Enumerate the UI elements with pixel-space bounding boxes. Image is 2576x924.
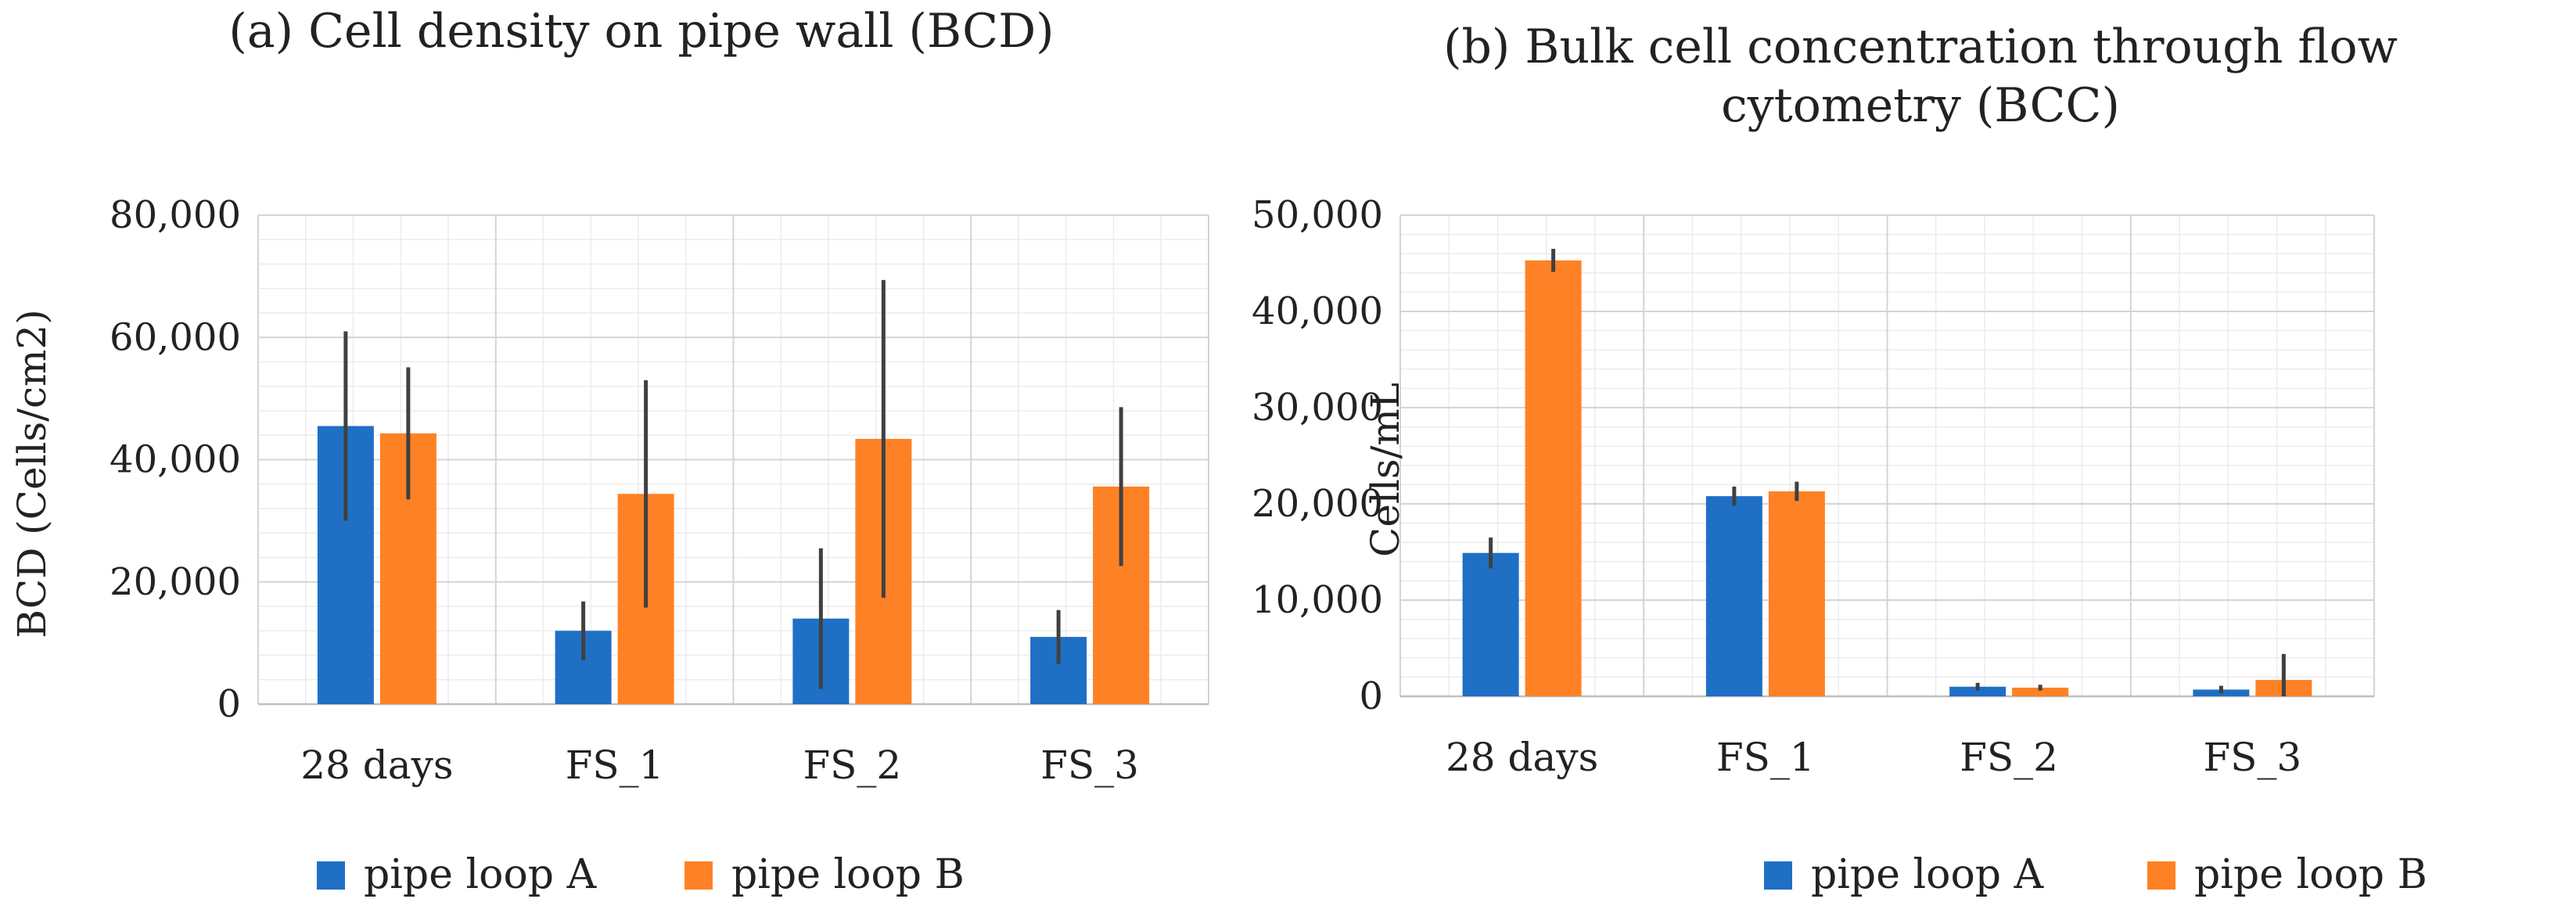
chart-b-legend-swatch-1	[1764, 861, 1792, 890]
chart-b-x-tick-label: FS_3	[2203, 735, 2301, 780]
chart-b-bar-pipe-loop-B-FS_2	[2012, 687, 2069, 696]
chart-b-y-tick-label: 10,000	[1252, 578, 1383, 622]
chart-a-title-line-1: (a) Cell density on pipe wall (BCD)	[228, 4, 1054, 59]
chart-b-legend-label-2: pipe loop B	[2194, 851, 2427, 898]
chart-a-legend-label-1: pipe loop A	[364, 851, 598, 898]
chart-b-y-axis-label: Cells/mL	[1363, 383, 1408, 557]
chart-b-y-tick-label: 50,000	[1252, 193, 1383, 237]
chart-a-y-tick-label: 0	[217, 682, 241, 726]
chart-a-y-tick-label: 40,000	[110, 438, 241, 482]
chart-a-legend-swatch-2	[684, 861, 713, 890]
chart-b-legend-label-1: pipe loop A	[1811, 851, 2045, 898]
chart-b-y-tick-label: 40,000	[1252, 289, 1383, 333]
chart-a-legend-label-2: pipe loop B	[731, 851, 965, 898]
chart-b-y-tick-label: 0	[1359, 674, 1383, 718]
chart-a-legend-swatch-1	[317, 861, 345, 890]
chart-b-legend-swatch-2	[2147, 861, 2175, 890]
chart-b-bar-pipe-loop-A-FS_2	[1949, 686, 2007, 696]
chart-b-x-tick-label: FS_1	[1716, 735, 1815, 780]
chart-a-y-tick-label: 20,000	[110, 560, 241, 604]
chart-b-title-line-1: (b) Bulk cell concentration through flow	[1443, 20, 2398, 74]
chart-b-bulk-cell-concentration: (b) Bulk cell concentration through flow…	[1252, 20, 2427, 898]
chart-b-x-tick-label: FS_2	[1960, 735, 2058, 780]
chart-b-bar-pipe-loop-B-FS_1	[1768, 491, 1825, 696]
chart-a-x-tick-label: FS_1	[566, 742, 664, 788]
chart-b-y-tick-label: 30,000	[1252, 386, 1383, 430]
chart-a-y-tick-label: 60,000	[110, 315, 241, 359]
chart-b-y-tick-label: 20,000	[1252, 482, 1383, 526]
chart-b-bar-pipe-loop-B-28-days	[1525, 260, 1582, 696]
chart-a-cell-density: (a) Cell density on pipe wall (BCD) 0 20,0…	[9, 4, 1209, 898]
chart-b-bar-pipe-loop-A-28-days	[1462, 552, 1519, 696]
chart-a-y-axis-label: BCD (Cells/cm2)	[9, 309, 55, 638]
chart-a-x-tick-label: FS_3	[1040, 742, 1139, 788]
chart-a-y-tick-label: 80,000	[110, 193, 241, 237]
chart-b-x-tick-label: 28 days	[1446, 735, 1598, 780]
chart-b-title-line-2: cytometry (BCC)	[1721, 78, 2120, 133]
chart-b-bar-pipe-loop-A-FS_1	[1705, 496, 1762, 696]
chart-a-x-tick-label: FS_2	[803, 742, 901, 788]
chart-a-x-tick-label: 28 days	[300, 742, 453, 788]
